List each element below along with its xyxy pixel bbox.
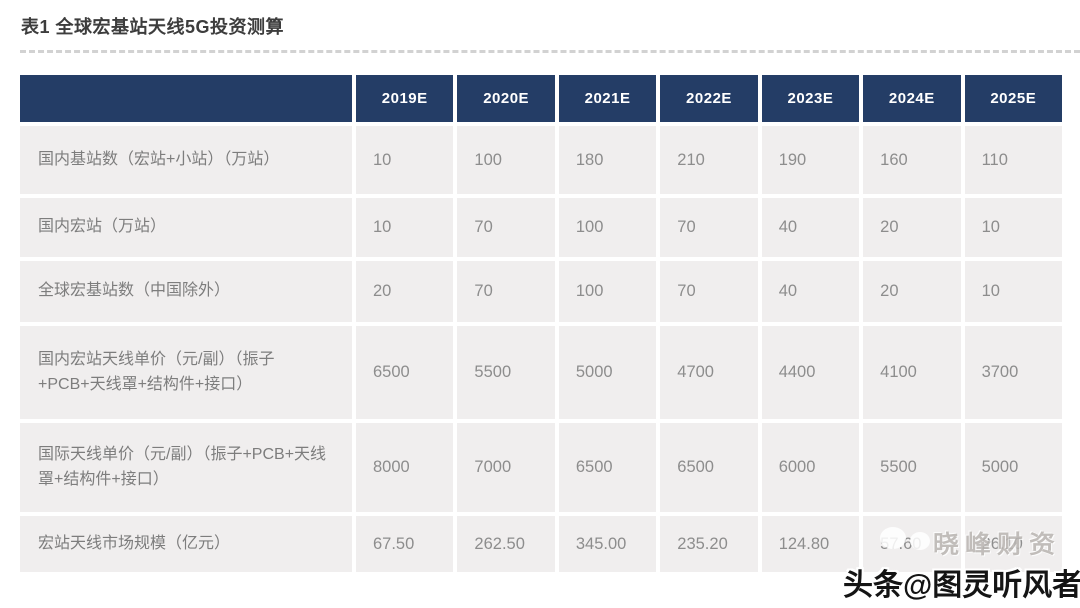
table-header-corner bbox=[20, 75, 352, 122]
table-cell: 70 bbox=[660, 261, 758, 322]
row-label-domestic-macro-stations: 国内宏站（万站） bbox=[20, 198, 352, 257]
table-cell: 100 bbox=[558, 198, 657, 257]
row-label-domestic-antenna-price: 国内宏站天线单价（元/副）（振子+PCB+天线罩+结构件+接口） bbox=[20, 326, 352, 419]
table-cell: 20 bbox=[863, 261, 961, 322]
table-header-2024e: 2024E bbox=[863, 75, 961, 122]
table-cell: 5500 bbox=[863, 423, 961, 512]
table-cell: 110 bbox=[964, 126, 1062, 194]
table-cell: 345.00 bbox=[558, 516, 657, 572]
table-header-2025e: 2025E bbox=[964, 75, 1062, 122]
watermark-blob bbox=[880, 527, 906, 549]
investment-table: 2019E 2020E 2021E 2022E 2023E 2024E 2025… bbox=[20, 75, 1062, 572]
row-label-international-antenna-price: 国际天线单价（元/副）（振子+PCB+天线罩+结构件+接口） bbox=[20, 423, 352, 512]
table-cell: 5500 bbox=[457, 326, 555, 419]
row-label-antenna-market-size: 宏站天线市场规模（亿元） bbox=[20, 516, 352, 572]
table-cell: 100 bbox=[457, 126, 555, 194]
table-cell: 6500 bbox=[660, 423, 758, 512]
table-cell: 4100 bbox=[863, 326, 961, 419]
watermark-blob bbox=[910, 532, 930, 550]
watermark-credit-text: 头条@图灵听风者 bbox=[843, 569, 1080, 602]
table-cell: 40 bbox=[761, 261, 860, 322]
table-cell: 180 bbox=[558, 126, 657, 194]
table-cell: 6500 bbox=[558, 423, 657, 512]
table-cell: 10 bbox=[356, 126, 454, 194]
table-cell: 262.50 bbox=[457, 516, 555, 572]
page-title: 表1 全球宏基站天线5G投资测算 bbox=[21, 17, 285, 37]
table-cell: 10 bbox=[356, 198, 454, 257]
table-cell: 190 bbox=[761, 126, 860, 194]
row-label-domestic-base-stations: 国内基站数（宏站+小站）（万站） bbox=[20, 126, 352, 194]
table-cell: 6000 bbox=[761, 423, 860, 512]
table-header-2022e: 2022E bbox=[660, 75, 758, 122]
table-cell: 4700 bbox=[660, 326, 758, 419]
table-header-2023e: 2023E bbox=[761, 75, 860, 122]
dashed-divider bbox=[20, 50, 1080, 53]
table-cell: 5000 bbox=[558, 326, 657, 419]
table-header-2021e: 2021E bbox=[558, 75, 657, 122]
table-cell: 210 bbox=[660, 126, 758, 194]
table-cell: 70 bbox=[660, 198, 758, 257]
table-cell: 67.50 bbox=[356, 516, 454, 572]
table-cell: 8000 bbox=[356, 423, 454, 512]
table-header-2020e: 2020E bbox=[457, 75, 555, 122]
table-cell: 10 bbox=[964, 198, 1062, 257]
table-cell: 10 bbox=[964, 261, 1062, 322]
table-cell: 20 bbox=[356, 261, 454, 322]
table-cell: 7000 bbox=[457, 423, 555, 512]
table-cell: 5000 bbox=[964, 423, 1062, 512]
table-header-2019e: 2019E bbox=[356, 75, 454, 122]
table-cell: 70 bbox=[457, 198, 555, 257]
table-cell: 4400 bbox=[761, 326, 860, 419]
table-cell: 100 bbox=[558, 261, 657, 322]
row-label-global-macro-stations: 全球宏基站数（中国除外） bbox=[20, 261, 352, 322]
table-cell: 6500 bbox=[356, 326, 454, 419]
table-cell: 124.80 bbox=[761, 516, 860, 572]
table-cell: 70 bbox=[457, 261, 555, 322]
table-cell: 160 bbox=[863, 126, 961, 194]
table-cell: 235.20 bbox=[660, 516, 758, 572]
table-cell: 3700 bbox=[964, 326, 1062, 419]
table-cell: 40 bbox=[761, 198, 860, 257]
watermark-overlay-text: 晓峰财资 bbox=[933, 529, 1062, 559]
table-cell: 20 bbox=[863, 198, 961, 257]
table-cell: 26.10 bbox=[964, 516, 1062, 572]
